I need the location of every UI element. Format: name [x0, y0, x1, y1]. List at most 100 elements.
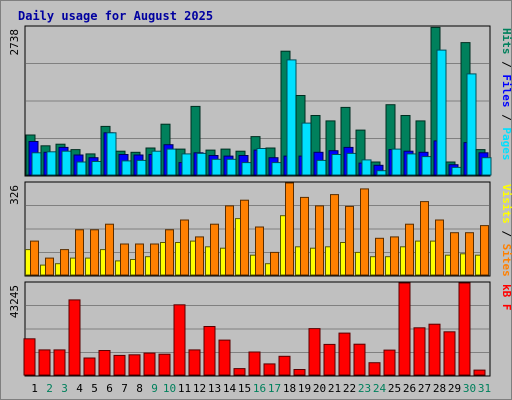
bar-kb-f-day-22: [338, 332, 351, 376]
right-label-files: Files: [500, 74, 512, 107]
bar-pages-day-4: [76, 161, 87, 176]
x-tick-label-day-15: 15: [238, 382, 251, 395]
bar-sites-day-15: [240, 199, 249, 276]
bar-kb-f-day-10: [158, 353, 171, 376]
x-tick-label-day-8: 8: [136, 382, 143, 395]
x-tick-label-day-14: 14: [223, 382, 237, 395]
bar-pages-day-7: [121, 160, 132, 176]
bar-sites-day-9: [150, 243, 159, 276]
bar-sites-day-10: [165, 229, 174, 276]
bar-sites-day-29: [450, 232, 459, 276]
bar-sites-day-24: [375, 237, 384, 276]
bar-kb-f-day-2: [38, 349, 51, 376]
bar-sites-day-13: [210, 223, 219, 276]
bar-kb-f-day-17: [263, 363, 276, 376]
bar-pages-day-3: [61, 150, 72, 176]
bar-kb-f-day-7: [113, 354, 126, 376]
bar-pages-day-5: [91, 161, 102, 176]
bar-pages-day-11: [181, 153, 192, 176]
bar-pages-day-25: [391, 148, 402, 176]
bar-kb-f-day-16: [248, 351, 261, 376]
bar-pages-day-15: [241, 162, 252, 176]
bar-sites-day-1: [30, 240, 39, 276]
bar-sites-day-27: [420, 201, 429, 276]
bar-pages-day-24: [376, 170, 387, 176]
x-tick-label-day-17: 17: [268, 382, 281, 395]
x-tick-label-day-29: 29: [448, 382, 461, 395]
bar-pages-day-13: [211, 158, 222, 176]
right-label-pages: Pages: [500, 127, 512, 160]
bar-sites-day-26: [405, 223, 414, 276]
bar-sites-day-28: [435, 219, 444, 276]
bar-pages-day-10: [166, 148, 177, 176]
x-tick-label-day-12: 12: [193, 382, 206, 395]
right-label-visits: Visits: [500, 184, 512, 224]
bar-pages-day-6: [106, 132, 117, 176]
right-label-group-kbf: kB F: [500, 284, 512, 311]
bar-pages-day-23: [361, 159, 372, 176]
bar-sites-day-16: [255, 226, 264, 276]
bar-kb-f-day-21: [323, 343, 336, 376]
bar-kb-f-day-11: [173, 304, 186, 376]
bar-sites-day-21: [330, 194, 339, 276]
bar-pages-day-31: [481, 157, 492, 176]
right-label-hits: Hits: [500, 28, 512, 55]
x-tick-label-day-2: 2: [46, 382, 53, 395]
x-tick-label-day-23: 23: [358, 382, 371, 395]
x-tick-label-day-30: 30: [463, 382, 476, 395]
right-label-group-visits-sites: Visits / Sites: [500, 184, 512, 277]
x-tick-label-day-21: 21: [328, 382, 341, 395]
x-tick-label-day-20: 20: [313, 382, 326, 395]
bar-kb-f-day-13: [203, 326, 216, 376]
bar-sites-day-30: [465, 232, 474, 276]
x-tick-label-day-4: 4: [76, 382, 83, 395]
bar-pages-day-8: [136, 159, 147, 176]
x-tick-label-day-22: 22: [343, 382, 356, 395]
bar-kb-f-day-28: [428, 323, 441, 376]
bar-sites-day-2: [45, 257, 54, 276]
bar-sites-day-20: [315, 205, 324, 276]
bar-kb-f-day-25: [383, 349, 396, 376]
right-label-kb-f: kB F: [500, 284, 512, 311]
bar-sites-day-25: [390, 236, 399, 276]
bar-pages-day-28: [436, 49, 447, 176]
bar-sites-day-5: [90, 229, 99, 276]
bar-kb-f-day-30: [458, 282, 471, 376]
x-tick-label-day-31: 31: [478, 382, 491, 395]
bar-pages-day-18: [286, 59, 297, 176]
bar-pages-day-17: [271, 162, 282, 176]
chart-title: Daily usage for August 2025: [18, 9, 213, 23]
bar-sites-day-11: [180, 219, 189, 276]
x-tick-label-day-26: 26: [403, 382, 416, 395]
bar-kb-f-day-24: [368, 362, 381, 376]
bar-pages-day-30: [466, 73, 477, 176]
bar-kb-f-day-9: [143, 352, 156, 376]
bar-kb-f-day-27: [413, 327, 426, 376]
bar-sites-day-3: [60, 249, 69, 276]
bar-kb-f-day-20: [308, 328, 321, 376]
bar-sites-day-8: [135, 243, 144, 276]
x-tick-label-day-16: 16: [253, 382, 266, 395]
bar-kb-f-day-12: [188, 349, 201, 376]
bar-pages-day-14: [226, 158, 237, 176]
x-tick-label-day-13: 13: [208, 382, 221, 395]
x-tick-label-day-1: 1: [31, 382, 38, 395]
bar-pages-day-21: [331, 154, 342, 176]
bar-pages-day-1: [31, 152, 42, 176]
x-tick-label-day-7: 7: [121, 382, 128, 395]
bar-pages-day-22: [346, 152, 357, 176]
bar-sites-day-12: [195, 236, 204, 276]
bar-kb-f-day-1: [23, 338, 36, 376]
bar-kb-f-day-18: [278, 355, 291, 376]
bar-sites-day-18: [285, 182, 294, 276]
bar-kb-f-day-15: [233, 368, 246, 376]
bar-pages-day-20: [316, 159, 327, 176]
right-label-separator: /: [500, 108, 512, 128]
x-tick-label-day-18: 18: [283, 382, 296, 395]
bar-sites-day-7: [120, 243, 129, 276]
x-tick-label-day-6: 6: [106, 382, 113, 395]
bar-pages-day-29: [451, 166, 462, 176]
x-tick-label-day-10: 10: [163, 382, 176, 395]
bar-kb-f-day-23: [353, 343, 366, 376]
